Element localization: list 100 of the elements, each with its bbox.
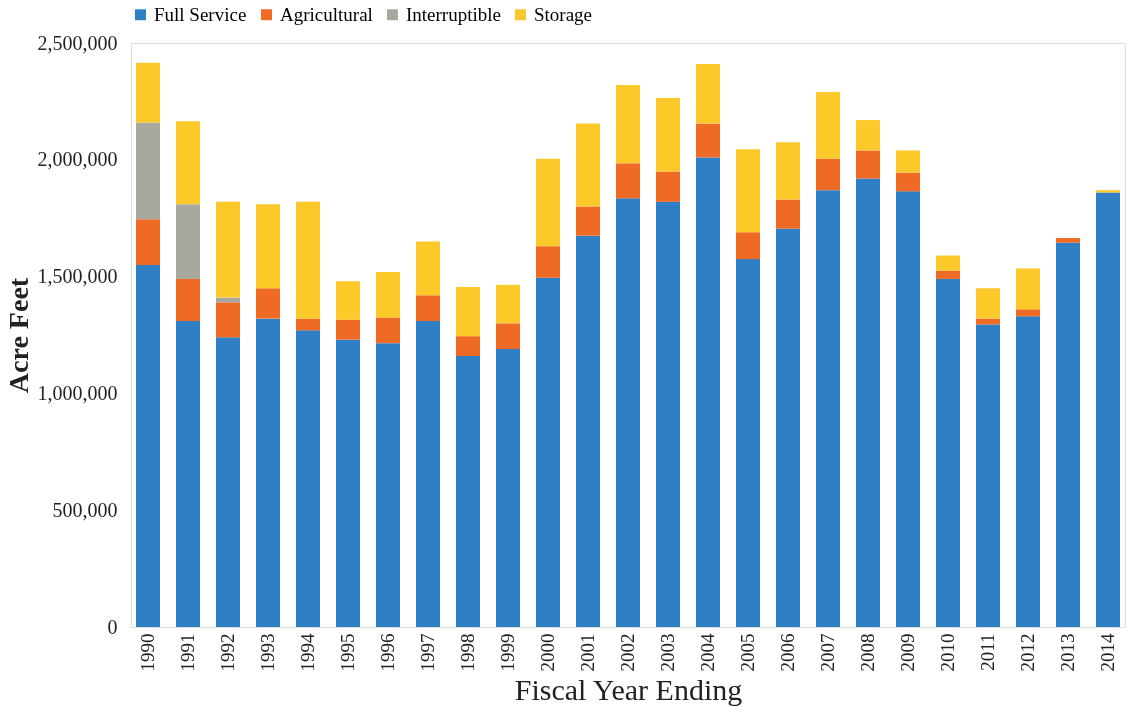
bar bbox=[1016, 268, 1040, 310]
bar bbox=[1056, 242, 1080, 627]
bar bbox=[656, 97, 680, 172]
bar bbox=[496, 349, 520, 627]
y-tick-label: 2,000,000 bbox=[37, 148, 118, 171]
x-tick-label: 2001 bbox=[577, 633, 598, 672]
bar bbox=[136, 122, 160, 220]
bar bbox=[376, 271, 400, 318]
x-tick-label: 2005 bbox=[737, 633, 758, 672]
bar bbox=[256, 204, 280, 289]
bar bbox=[256, 288, 280, 319]
x-tick-label: 2000 bbox=[537, 633, 558, 672]
bar bbox=[856, 150, 880, 179]
x-tick-label: 1998 bbox=[457, 633, 478, 672]
bar bbox=[776, 228, 800, 627]
bar bbox=[176, 204, 200, 279]
legend-label: Agricultural bbox=[280, 3, 373, 25]
bar bbox=[656, 171, 680, 202]
x-tick-label: 1993 bbox=[257, 633, 278, 672]
bar bbox=[456, 287, 480, 337]
bar bbox=[696, 157, 720, 627]
bar bbox=[616, 85, 640, 164]
bar bbox=[776, 199, 800, 229]
bar bbox=[176, 320, 200, 627]
x-tick-label: 1992 bbox=[217, 633, 238, 672]
legend-label: Full Service bbox=[154, 3, 247, 25]
x-tick-label: 1999 bbox=[497, 633, 518, 672]
bar bbox=[136, 264, 160, 627]
bar bbox=[896, 150, 920, 173]
legend-label: Interruptible bbox=[406, 3, 501, 25]
x-tick-label: 1990 bbox=[137, 633, 158, 672]
x-tick-label: 2009 bbox=[897, 633, 918, 672]
bar bbox=[136, 62, 160, 123]
bar bbox=[576, 235, 600, 627]
x-tick-label: 1997 bbox=[417, 633, 438, 672]
bar bbox=[216, 302, 240, 338]
bar bbox=[616, 198, 640, 627]
bar bbox=[1056, 238, 1080, 243]
bar bbox=[936, 255, 960, 271]
bar bbox=[976, 324, 1000, 627]
bar bbox=[616, 163, 640, 199]
bar bbox=[416, 295, 440, 321]
bar bbox=[256, 318, 280, 627]
bar bbox=[776, 142, 800, 200]
x-tick-label: 2007 bbox=[817, 633, 838, 672]
x-tick-label: 2012 bbox=[1017, 633, 1038, 672]
x-tick-label: 2008 bbox=[857, 633, 878, 672]
y-tick-label: 0 bbox=[107, 615, 118, 638]
bar bbox=[736, 149, 760, 233]
x-tick-label: 2004 bbox=[697, 633, 718, 672]
bar bbox=[896, 172, 920, 192]
bar bbox=[936, 278, 960, 627]
bar bbox=[456, 356, 480, 627]
x-axis-title: Fiscal Year Ending bbox=[514, 672, 743, 706]
bar bbox=[296, 318, 320, 331]
bar bbox=[1016, 316, 1040, 627]
x-tick-label: 2003 bbox=[657, 633, 678, 672]
bar bbox=[856, 178, 880, 627]
bar bbox=[1016, 309, 1040, 317]
bar bbox=[1096, 190, 1120, 193]
bar bbox=[136, 219, 160, 265]
bar bbox=[536, 246, 560, 278]
bar bbox=[416, 320, 440, 627]
x-tick-label: 1996 bbox=[377, 633, 398, 672]
y-tick-label: 500,000 bbox=[52, 498, 118, 521]
bar bbox=[736, 259, 760, 627]
y-tick-label: 1,500,000 bbox=[37, 265, 118, 288]
bar bbox=[696, 123, 720, 158]
bar bbox=[936, 270, 960, 279]
bar bbox=[336, 339, 360, 627]
x-tick-label: 1994 bbox=[297, 633, 318, 672]
bar bbox=[536, 158, 560, 247]
bar bbox=[176, 278, 200, 321]
bar bbox=[1096, 192, 1120, 627]
bar bbox=[696, 64, 720, 124]
bar bbox=[336, 281, 360, 320]
legend-label: Storage bbox=[534, 3, 593, 25]
bar bbox=[816, 92, 840, 159]
x-tick-label: 2013 bbox=[1057, 633, 1078, 672]
bar bbox=[976, 288, 1000, 319]
bar bbox=[336, 319, 360, 340]
bar bbox=[216, 201, 240, 298]
x-tick-label: 1991 bbox=[177, 633, 198, 672]
x-tick-label: 2010 bbox=[937, 633, 958, 672]
bar bbox=[296, 201, 320, 319]
bar bbox=[576, 206, 600, 236]
bar bbox=[816, 158, 840, 191]
bar bbox=[856, 120, 880, 151]
x-tick-label: 2011 bbox=[977, 633, 998, 671]
bar bbox=[816, 190, 840, 627]
bar bbox=[216, 337, 240, 627]
x-tick-label: 2014 bbox=[1097, 633, 1118, 672]
bar bbox=[456, 336, 480, 357]
bar bbox=[896, 191, 920, 627]
bar bbox=[656, 201, 680, 627]
bar bbox=[736, 232, 760, 260]
bar bbox=[296, 330, 320, 627]
x-tick-label: 1995 bbox=[337, 633, 358, 672]
x-tick-label: 2006 bbox=[777, 633, 798, 672]
y-axis-title: Acre Feet bbox=[2, 277, 34, 394]
